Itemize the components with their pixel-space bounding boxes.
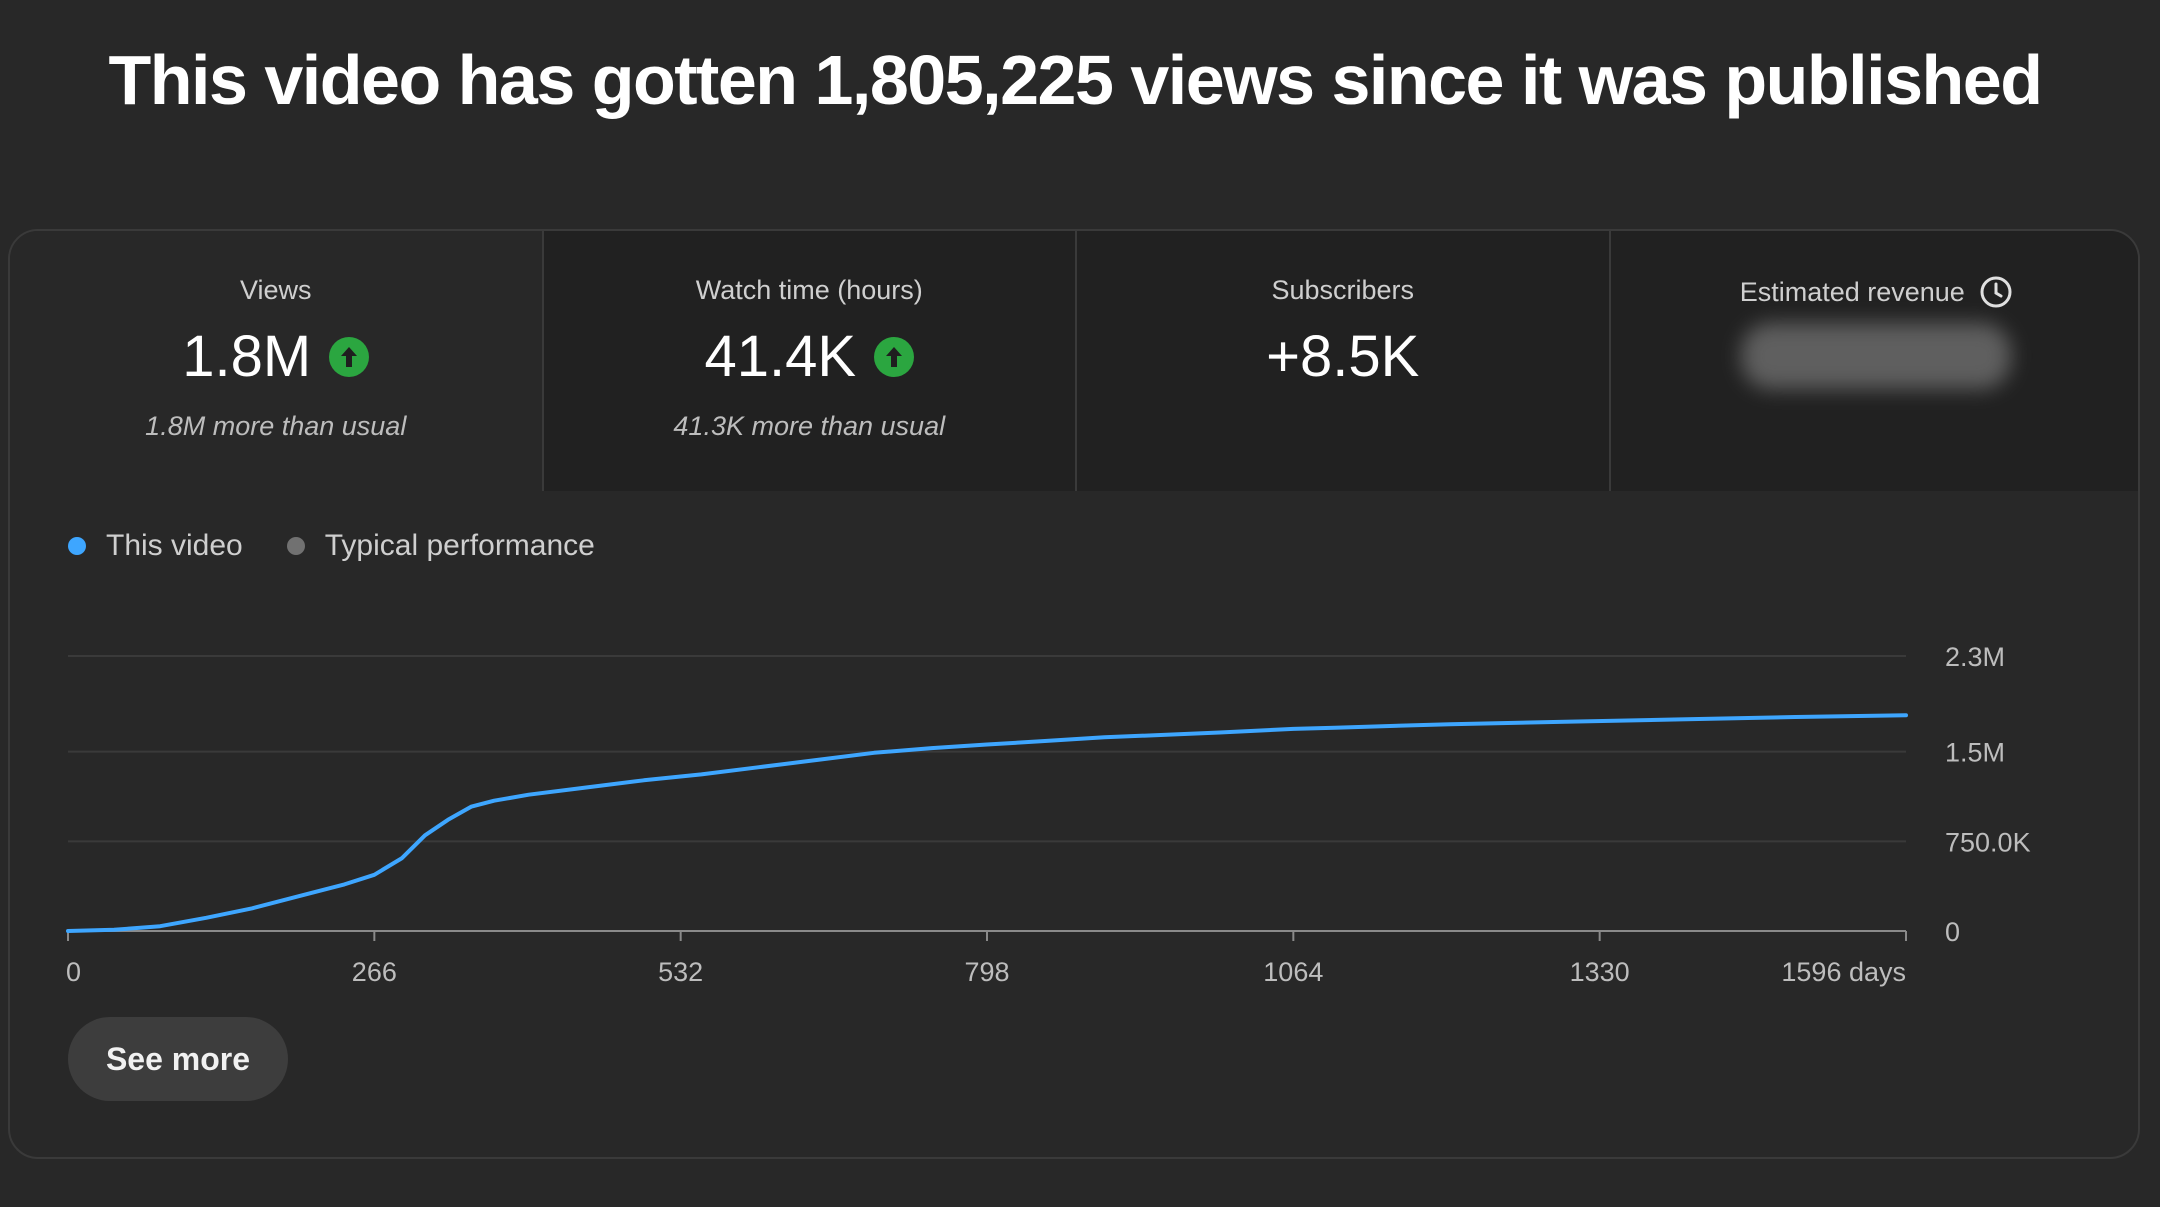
chart-legend: This video Typical performance: [68, 529, 595, 563]
performance-card: Views 1.8M 1.8M more than usual Watch ti…: [8, 229, 2140, 1159]
x-tick-label: 1064: [1263, 957, 1323, 987]
x-tick-label: 266: [352, 957, 397, 987]
revenue-label-wrap: Estimated revenue: [1740, 275, 2013, 309]
metric-label-row: Estimated revenue: [1611, 275, 2139, 309]
page-title: This video has gotten 1,805,225 views si…: [108, 41, 2043, 119]
arrow-up-circle-icon: [874, 336, 915, 377]
y-tick-label: 0: [1945, 917, 1960, 947]
metric-tabs: Views 1.8M 1.8M more than usual Watch ti…: [10, 231, 2139, 491]
metric-note: 1.8M more than usual: [145, 411, 407, 441]
see-more-button[interactable]: See more: [68, 1017, 288, 1101]
metric-value: +8.5K: [1266, 324, 1420, 389]
y-tick-label: 2.3M: [1945, 642, 2005, 672]
metric-label: Watch time (hours): [695, 275, 923, 305]
legend-dot-icon: [68, 537, 86, 555]
metric-value-row: 41.4K: [544, 323, 1076, 390]
x-tick-label: 1596 days: [1781, 957, 1906, 987]
metric-label: Views: [239, 275, 312, 305]
metric-value: 41.4K: [704, 324, 857, 389]
metric-value-row: +8.5K: [1077, 323, 1609, 390]
legend-label: Typical performance: [324, 529, 595, 562]
metric-tab-watch-time[interactable]: Watch time (hours) 41.4K 41.3K more than…: [541, 231, 1076, 491]
metric-tab-views[interactable]: Views 1.8M 1.8M more than usual: [10, 231, 542, 491]
metric-tab-estimated-revenue[interactable]: Estimated revenue: [1608, 231, 2139, 491]
legend-dot-icon: [286, 537, 305, 555]
y-tick-label: 1.5M: [1945, 738, 2005, 768]
blurred-revenue-value: [1741, 323, 2012, 389]
x-tick-label: 532: [658, 957, 703, 987]
metric-label: Estimated revenue: [1739, 276, 1965, 307]
legend-item-this-video: This video: [68, 529, 243, 563]
series-line-this-video: [66, 713, 1908, 933]
legend-item-typical: Typical performance: [286, 529, 595, 563]
metric-label: Subscribers: [1271, 275, 1415, 305]
y-tick-label: 750.0K: [1945, 827, 2031, 857]
metric-note: 41.3K more than usual: [673, 411, 946, 441]
metric-value: 1.8M: [182, 324, 312, 389]
x-tick-label: 0: [66, 957, 81, 987]
legend-label: This video: [106, 529, 243, 562]
x-tick-label: 798: [964, 957, 1009, 987]
metric-tab-subscribers[interactable]: Subscribers +8.5K: [1075, 231, 1609, 491]
clock-icon[interactable]: [1979, 275, 2013, 309]
views-chart: 0 750.0K 1.5M 2.3M 0 266 532 798 1064 1330 1596 da…: [66, 642, 2031, 987]
arrow-up-circle-icon: [329, 336, 370, 377]
metric-value-row: 1.8M: [10, 323, 542, 390]
x-tick-label: 1330: [1570, 957, 1630, 987]
